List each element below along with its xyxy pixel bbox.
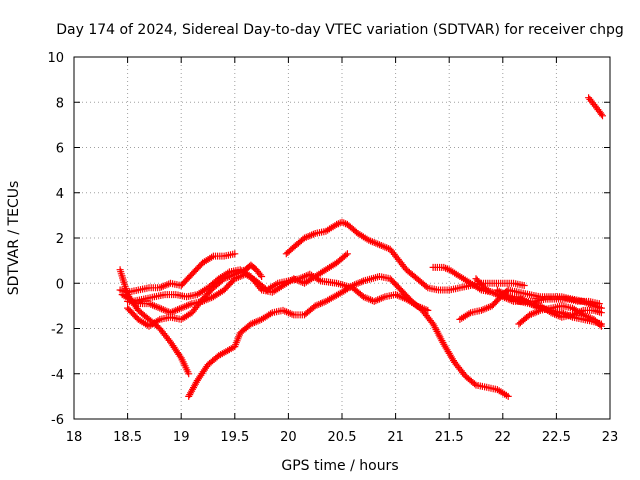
x-tick-label: 22.5: [542, 430, 571, 445]
y-tick-label: -6: [51, 413, 64, 428]
series-track-f: [124, 270, 432, 317]
y-tick-label: 2: [56, 232, 64, 247]
series-track-a: [116, 250, 239, 296]
y-tick-label: 10: [47, 51, 64, 66]
series-track-l: [493, 286, 605, 321]
x-tick-label: 21.5: [435, 430, 464, 445]
series-track-g: [282, 218, 528, 294]
x-tick-label: 19.5: [220, 430, 249, 445]
series-markers: [116, 250, 239, 296]
y-tick-label: -4: [51, 368, 64, 383]
x-tick-label: 19: [173, 430, 190, 445]
axis-ticks: 18 18.5 19 19.5 20 20.5 21 21.5 22 22.5 23 -6 -4 -2 0 2…: [47, 51, 618, 445]
series-markers: [282, 218, 528, 294]
x-tick-label: 20: [280, 430, 297, 445]
series-markers: [124, 270, 432, 317]
x-tick-label: 22: [495, 430, 512, 445]
y-tick-label: -2: [51, 323, 64, 338]
x-tick-label: 20.5: [328, 430, 357, 445]
y-tick-label: 8: [56, 96, 64, 111]
series-markers: [493, 286, 605, 321]
x-tick-label: 18.5: [113, 430, 142, 445]
series-markers: [585, 94, 606, 120]
series-track-m: [585, 94, 606, 120]
x-tick-label: 18: [66, 430, 83, 445]
grid-lines: [74, 57, 610, 419]
y-tick-label: 0: [56, 277, 64, 292]
data-series: [116, 94, 606, 400]
y-tick-label: 6: [56, 142, 64, 157]
x-axis-label: GPS time / hours: [281, 458, 398, 474]
x-tick-label: 21: [387, 430, 404, 445]
y-axis-label: SDTVAR / TECUs: [6, 181, 22, 296]
series-track-e: [124, 261, 266, 330]
x-tick-label: 23: [602, 430, 619, 445]
series-markers: [124, 261, 266, 330]
chart-title: Day 174 of 2024, Sidereal Day-to-day VTE…: [56, 22, 624, 38]
y-tick-label: 4: [56, 187, 64, 202]
